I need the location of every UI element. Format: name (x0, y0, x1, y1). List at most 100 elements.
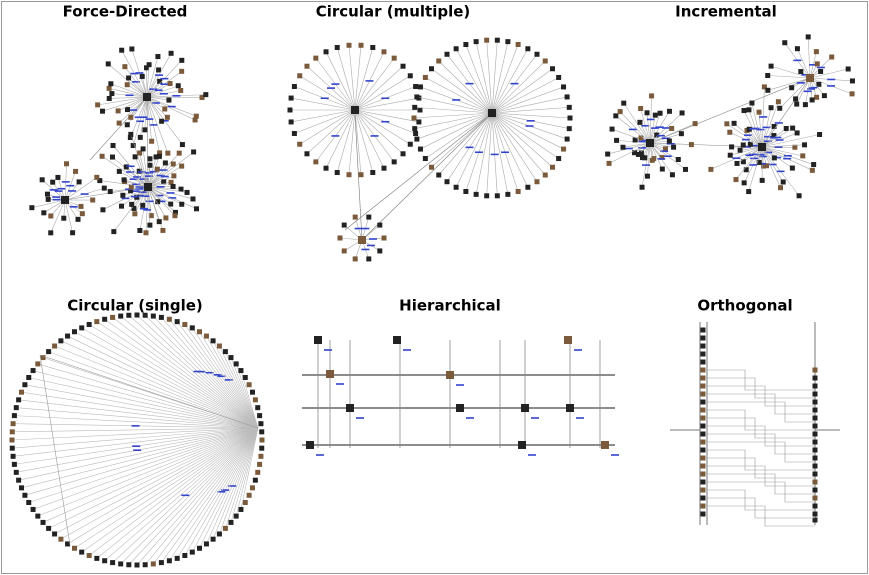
edge-label (801, 73, 810, 76)
edge-label (155, 194, 164, 197)
edge-label (217, 375, 226, 378)
edge-label (129, 109, 138, 111)
node (812, 479, 818, 485)
node (162, 160, 168, 166)
edge-label (160, 119, 169, 122)
edge (48, 351, 259, 429)
edge-label (136, 120, 145, 123)
node (746, 189, 752, 195)
node (128, 131, 134, 137)
node (812, 439, 818, 445)
node (639, 155, 645, 161)
node (635, 151, 641, 157)
node (657, 110, 663, 116)
node (122, 64, 128, 70)
orthogonal-edge (707, 385, 815, 407)
node (845, 66, 851, 72)
edge (146, 96, 169, 154)
node (669, 172, 675, 178)
node (170, 161, 176, 167)
node (172, 209, 178, 215)
edge-label (490, 153, 499, 156)
edge-label (526, 120, 535, 122)
node (700, 367, 706, 373)
node (812, 415, 818, 421)
edge-label (758, 162, 767, 165)
orthogonal-edge (707, 449, 815, 471)
node (488, 109, 496, 117)
edge-label (796, 82, 805, 84)
node (158, 314, 164, 320)
node (153, 154, 159, 160)
node (731, 120, 737, 126)
edge-label (130, 195, 139, 198)
node (812, 431, 818, 437)
edge-label (525, 125, 534, 127)
node (637, 119, 643, 125)
node (22, 492, 28, 498)
edge (431, 112, 493, 168)
node (179, 68, 185, 74)
edge-label (167, 105, 176, 108)
node (48, 213, 54, 219)
node (192, 117, 198, 123)
node (288, 119, 294, 125)
edge (14, 415, 259, 429)
node (156, 219, 162, 225)
node (228, 519, 234, 525)
node (782, 40, 788, 46)
edge-label (197, 370, 206, 373)
node (352, 256, 358, 262)
edge-label (149, 124, 158, 126)
edge-label (134, 116, 143, 119)
node (30, 506, 36, 512)
edge (336, 109, 356, 173)
node (203, 333, 209, 339)
orthogonal-edge (707, 425, 815, 447)
edge (219, 427, 259, 535)
edge (649, 77, 811, 144)
edge (146, 56, 159, 98)
edge (18, 399, 259, 429)
edge (146, 96, 162, 122)
node (391, 159, 397, 165)
edge-label (611, 454, 619, 456)
edge-label (316, 454, 324, 456)
edge-label (574, 349, 582, 351)
node (761, 163, 767, 169)
node (19, 485, 25, 491)
edge-label (381, 97, 390, 100)
edge (291, 97, 356, 111)
edge (32, 370, 259, 429)
edge (770, 65, 811, 79)
node (564, 94, 570, 100)
edge (219, 345, 259, 429)
node (821, 93, 827, 99)
edge (81, 327, 259, 429)
node (30, 368, 36, 374)
node (139, 73, 145, 79)
node (165, 150, 171, 156)
node (816, 81, 822, 87)
node (199, 95, 205, 101)
node (127, 135, 133, 141)
edge-label (135, 72, 144, 74)
node (129, 201, 135, 207)
edge (306, 109, 356, 155)
edge (761, 146, 803, 157)
node (306, 441, 314, 449)
edge (491, 48, 529, 114)
edge (623, 102, 651, 144)
edge (299, 109, 356, 145)
node (118, 561, 124, 567)
edge-label (773, 136, 782, 139)
edge (199, 427, 259, 549)
node (620, 144, 626, 150)
node (142, 562, 148, 568)
node (154, 166, 160, 172)
edge (21, 427, 259, 489)
node (147, 222, 153, 228)
edge (438, 112, 493, 176)
node (182, 552, 188, 558)
edge (748, 146, 763, 192)
